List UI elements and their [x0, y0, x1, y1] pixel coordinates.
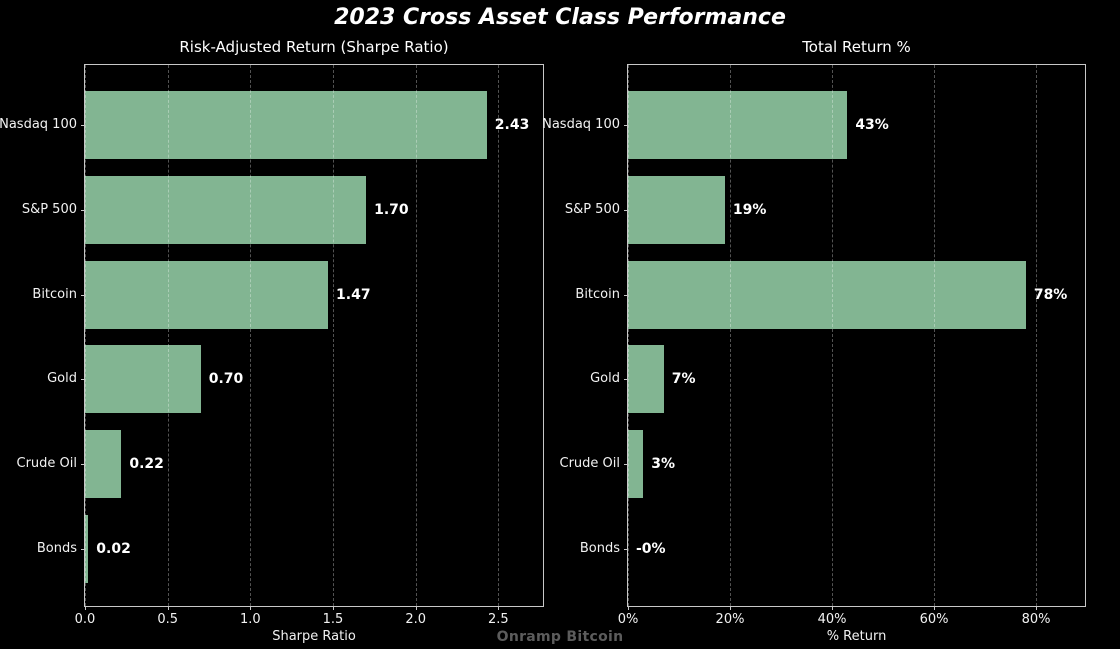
bar-bonds	[85, 515, 89, 583]
x-gridline	[832, 65, 834, 606]
x-tick-label: 40%	[817, 612, 847, 627]
y-tick-mark	[624, 125, 628, 126]
total-return-chart-title: Total Return %	[802, 38, 911, 56]
x-gridline	[333, 65, 334, 606]
bar-value-label: 1.70	[374, 201, 409, 218]
x-gridline	[415, 65, 417, 606]
y-tick-mark	[81, 464, 85, 466]
y-tick-mark	[81, 125, 85, 126]
bar-value-label: 0.22	[129, 456, 164, 473]
category-label: Nasdaq 100	[542, 117, 620, 132]
x-tick-mark	[730, 606, 731, 610]
x-gridline	[167, 65, 169, 606]
x-tick-mark	[333, 606, 334, 610]
total-return-chart: Total Return % % Return 0% 20% 40% 60% 80% 43…	[542, 38, 1086, 644]
x-tick-label: 0.0	[74, 612, 96, 627]
category-label: Bitcoin	[575, 286, 620, 302]
x-gridline	[1036, 65, 1038, 606]
bar-gold	[628, 345, 664, 414]
x-gridline	[628, 65, 629, 606]
bar-value-label: 0.70	[208, 371, 244, 388]
sharpe-ratio-chart: Risk-Adjusted Return (Sharpe Ratio) Shar…	[0, 38, 544, 644]
category-label: Bitcoin	[32, 286, 77, 302]
y-tick-mark	[624, 549, 628, 550]
x-tick-mark	[934, 606, 936, 610]
x-tick-label: 60%	[919, 612, 949, 627]
x-tick-mark	[250, 606, 252, 610]
category-label: S&P 500	[21, 201, 77, 217]
category-label: Gold	[47, 371, 77, 387]
bar-value-label: 0.02	[96, 541, 131, 557]
x-tick-mark	[498, 606, 500, 610]
watermark: Onramp Bitcoin	[496, 629, 624, 645]
y-tick-mark	[81, 379, 85, 381]
category-label: Gold	[590, 371, 620, 387]
x-tick-label: 2.0	[405, 612, 427, 627]
category-label: Bonds	[36, 541, 77, 556]
x-gridline	[498, 65, 500, 606]
x-tick-label: 20%	[715, 612, 745, 627]
x-tick-mark	[167, 606, 169, 610]
sharpe-chart-title: Risk-Adjusted Return (Sharpe Ratio)	[179, 38, 449, 56]
x-tick-label: 1.5	[322, 612, 344, 627]
total-return-chart-xaxis-label: % Return	[826, 629, 887, 644]
bar-value-label: 3%	[651, 456, 676, 473]
category-label: Crude Oil	[16, 456, 78, 472]
bar-gold	[85, 345, 201, 414]
bar-value-label: 78%	[1033, 286, 1068, 303]
category-label: Nasdaq 100	[0, 117, 77, 132]
x-tick-mark	[1036, 606, 1038, 610]
x-tick-label: 2.5	[488, 612, 509, 627]
x-tick-mark	[832, 606, 834, 610]
bar-s-p-500	[85, 175, 367, 244]
y-tick-mark	[81, 209, 85, 211]
category-label: S&P 500	[564, 201, 620, 217]
category-label: Bonds	[579, 541, 620, 556]
bar-crude-oil	[85, 430, 122, 499]
x-tick-label: 0%	[617, 612, 639, 627]
x-gridline	[934, 65, 936, 606]
bar-bitcoin	[85, 260, 329, 329]
x-tick-mark	[415, 606, 417, 610]
bar-bitcoin	[628, 260, 1026, 329]
bar-value-label: 1.47	[336, 286, 371, 303]
category-label: Crude Oil	[559, 456, 621, 472]
bar-nasdaq-100	[628, 91, 848, 159]
bar-value-label: -0%	[636, 541, 666, 557]
y-tick-mark	[81, 294, 85, 296]
bar-value-label: 2.43	[494, 117, 530, 133]
bar-s-p-500	[628, 175, 725, 244]
bar-value-label: 43%	[855, 117, 889, 133]
sharpe-chart-xaxis-label: Sharpe Ratio	[272, 629, 356, 644]
bar-value-label: 19%	[732, 201, 767, 218]
y-tick-mark	[624, 464, 628, 466]
x-tick-mark	[628, 606, 629, 610]
x-gridline	[730, 65, 731, 606]
y-tick-mark	[81, 549, 85, 550]
figure-title: 2023 Cross Asset Class Performance	[334, 5, 786, 30]
bar-value-label: 7%	[671, 371, 696, 388]
y-tick-mark	[624, 379, 628, 381]
x-gridline	[85, 65, 86, 606]
y-tick-mark	[624, 209, 628, 211]
x-tick-label: 1.0	[239, 612, 261, 627]
bar-crude-oil	[628, 430, 644, 499]
bar-nasdaq-100	[85, 91, 487, 159]
x-tick-label: 0.5	[157, 612, 178, 627]
x-gridline	[250, 65, 252, 606]
y-tick-mark	[624, 294, 628, 296]
x-tick-mark	[85, 606, 86, 610]
x-tick-label: 80%	[1021, 612, 1051, 627]
